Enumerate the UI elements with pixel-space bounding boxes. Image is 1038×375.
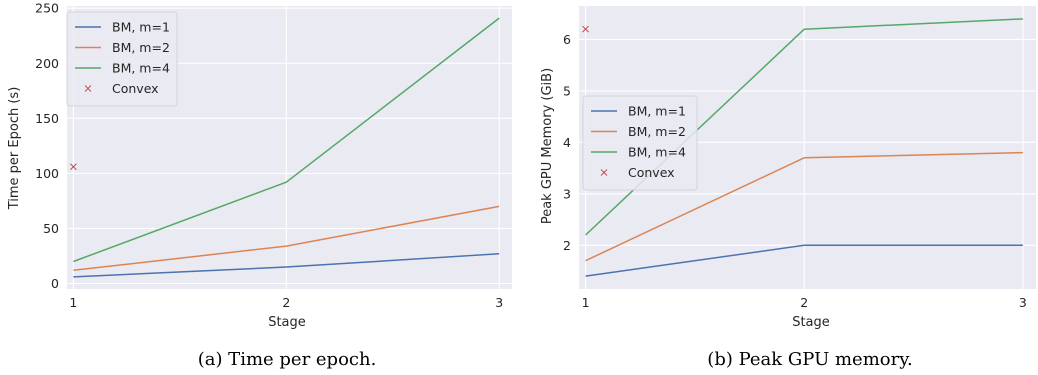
x-tick-label: 2: [282, 295, 290, 310]
y-tick-label: 200: [35, 56, 59, 71]
y-tick-label: 3: [563, 186, 571, 201]
convex-marker: [70, 163, 77, 171]
y-axis-label-b: Peak GPU Memory (GiB): [540, 68, 555, 224]
series-a: [70, 17, 500, 278]
legend-label: BM, m=4: [112, 61, 170, 76]
legend-label: BM, m=2: [112, 40, 170, 55]
y-tick-label: 150: [35, 111, 59, 126]
legend-box: [582, 95, 698, 191]
legend-label: Convex: [628, 165, 675, 180]
legend-label: Convex: [112, 81, 159, 96]
y-axis-label-a: Time per Epoch (s): [7, 87, 22, 211]
convex-marker-stroke: [70, 163, 77, 171]
series-line-1: [73, 253, 500, 278]
legend-b: BM, m=1 BM, m=2 BM, m=4 Convex: [582, 95, 698, 191]
convex-marker: [582, 25, 589, 33]
series-line-1: [585, 244, 1023, 277]
x-tick-label: 1: [582, 295, 590, 310]
y-tick-label: 6: [563, 32, 571, 47]
series-line-3: [73, 17, 500, 263]
y-tick-label: 50: [43, 221, 59, 236]
series-line-2: [585, 151, 1023, 262]
grid-b: [579, 6, 1036, 289]
x-tick-label: 2: [800, 295, 808, 310]
x-axis-label-b: Stage: [792, 315, 830, 330]
y-tick-label: 250: [35, 1, 59, 16]
legend-label: BM, m=1: [628, 104, 686, 119]
legend-box: [66, 11, 178, 107]
convex-marker-stroke: [582, 25, 589, 33]
caption-a: (a) Time per epoch.: [198, 349, 377, 370]
panel-peak-gpu-memory: 2 3 4 5 6 1 2 3 Stage Peak GPU Memory (GiB) BM,…: [540, 6, 1036, 370]
panel-time-per-epoch: 0 50 100 150 200 250 1 2 3 Stage Time per Epoch …: [7, 1, 512, 370]
x-tick-label: 3: [495, 295, 503, 310]
ticks-b: 2 3 4 5 6 1 2 3: [563, 32, 1027, 310]
series-line-2: [73, 205, 500, 272]
y-tick-label: 100: [35, 166, 59, 181]
ticks-a: 0 50 100 150 200 250 1 2 3: [35, 1, 503, 310]
y-tick-label: 0: [51, 276, 59, 291]
y-tick-label: 5: [563, 83, 571, 98]
x-axis-label-a: Stage: [268, 315, 306, 330]
legend-marker-swatch: [600, 169, 608, 176]
x-tick-label: 3: [1019, 295, 1027, 310]
legend-a: BM, m=1 BM, m=2 BM, m=4 Convex: [66, 11, 178, 107]
caption-b: (b) Peak GPU memory.: [707, 349, 912, 370]
legend-label: BM, m=1: [112, 20, 170, 35]
x-tick-label: 1: [69, 295, 77, 310]
legend-marker-swatch: [84, 85, 92, 92]
y-tick-label: 4: [563, 135, 571, 150]
y-tick-label: 2: [563, 238, 571, 253]
legend-label: BM, m=2: [628, 124, 686, 139]
legend-label: BM, m=4: [628, 145, 686, 160]
